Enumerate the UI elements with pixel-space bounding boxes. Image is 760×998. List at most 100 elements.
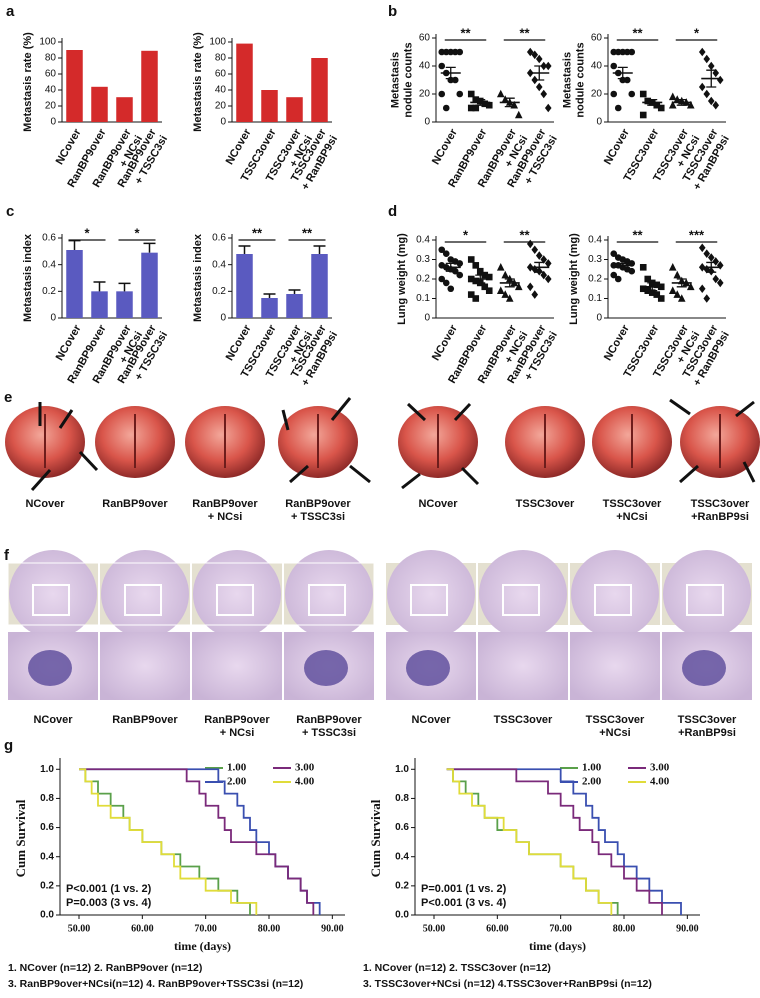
histology-label: RanBP9over + TSSC3si (296, 714, 362, 739)
error-bar (93, 281, 106, 292)
bar (261, 298, 278, 318)
legend-label: 3.00 (295, 762, 315, 774)
significance-label: * (84, 225, 90, 240)
histology-field (285, 550, 373, 638)
y-tick-label: 40 (591, 61, 603, 72)
panel-label: e (4, 389, 12, 406)
arrow (30, 468, 52, 492)
zoom-box (502, 584, 540, 616)
survival-curve (446, 768, 663, 915)
significance-label: ** (302, 225, 313, 240)
y-tick-label: 0.3 (416, 254, 430, 265)
legend-label: 1.00 (582, 762, 602, 774)
dot (639, 285, 647, 293)
footnote: 3. TSSC3over+NCsi (n=12) 4.TSSC3over+Ran… (363, 978, 652, 990)
error-bar (647, 98, 658, 106)
y-tick-label: 0.4 (42, 259, 56, 270)
dot (610, 62, 618, 70)
dot (698, 47, 706, 57)
dot (703, 89, 711, 99)
y-tick-label: 0.8 (395, 793, 409, 804)
x-tick-label: 50.00 (68, 923, 91, 934)
error-bar (617, 66, 628, 80)
dot (467, 104, 475, 112)
y-tick-label: 60 (45, 69, 57, 80)
photo-label: RanBP9over + NCsi (192, 498, 258, 523)
y-tick-label: 60 (591, 33, 603, 44)
y-tick-label: 20 (45, 101, 57, 112)
dot (716, 278, 724, 288)
dot (544, 61, 552, 71)
y-axis-label: Metastasis index (22, 233, 34, 322)
dot (540, 255, 548, 264)
dot (610, 90, 618, 98)
y-tick-label: 0.6 (395, 822, 409, 833)
dot (707, 96, 715, 106)
dot (531, 50, 539, 60)
histology-field (193, 550, 281, 638)
dot (481, 100, 489, 108)
x-tick-label: NCover (602, 322, 632, 363)
y-axis-label: Metastasis index (192, 233, 204, 322)
y-tick-label: 0.2 (40, 880, 54, 891)
arrow (669, 398, 691, 416)
dot (485, 287, 493, 294)
dot (531, 264, 539, 274)
arrow (78, 450, 99, 472)
dot (703, 264, 711, 274)
tumor-nodule (682, 650, 726, 686)
arrow (281, 409, 290, 431)
x-tick-label: 60.00 (486, 923, 509, 934)
x-tick-label: 80.00 (613, 923, 636, 934)
x-tick-label: 50.00 (423, 923, 446, 934)
dot (540, 89, 548, 99)
dot (496, 286, 505, 294)
histology-field (387, 550, 475, 638)
histology-label: RanBP9over (112, 714, 178, 726)
y-tick-label: 0.6 (212, 233, 226, 244)
panel-label: a (6, 3, 15, 20)
histology-field (479, 550, 567, 638)
x-axis-label: time (days) (174, 939, 231, 953)
dot (526, 239, 534, 249)
histology-label: RanBP9over + NCsi (204, 714, 270, 739)
arrow (58, 409, 74, 429)
error-bar (534, 65, 545, 81)
tumor-nodule (28, 650, 72, 686)
y-axis-label: Lung weight (mg) (396, 233, 408, 325)
histology-high (478, 632, 568, 700)
y-tick-label: 80 (215, 53, 227, 64)
significance-label: * (463, 227, 469, 242)
error-bar (647, 282, 658, 292)
y-tick-label: 0 (220, 313, 226, 324)
arrow (330, 397, 352, 421)
y-tick-label: 60 (215, 69, 227, 80)
significance-label: ** (252, 225, 263, 240)
bar (236, 43, 253, 122)
dot (472, 277, 480, 285)
arrow (349, 464, 371, 484)
dot (614, 104, 622, 112)
annotation: P<0.001 (3 vs. 4) (421, 897, 507, 909)
zoom-box (124, 584, 162, 616)
y-tick-label: 0 (220, 117, 226, 128)
error-bar (445, 262, 456, 272)
error-bar (313, 245, 326, 254)
legend-label: 4.00 (295, 776, 315, 788)
x-tick-label: NCover (602, 126, 632, 167)
y-tick-label: 20 (419, 89, 431, 100)
legend-label: 4.00 (650, 776, 670, 788)
dot (628, 48, 636, 56)
zoom-box (686, 584, 724, 616)
y-axis-label: Metastasisnodule counts (389, 42, 414, 117)
dot (467, 291, 475, 298)
zoom-box (410, 584, 448, 616)
error-bar (445, 66, 456, 80)
photo-label: NCover (25, 498, 65, 510)
y-tick-label: 0.2 (416, 274, 430, 285)
dot (703, 54, 711, 64)
panel-label: f (4, 547, 10, 564)
arrow (453, 402, 472, 422)
significance-label: ** (632, 227, 643, 242)
photo-label: RanBP9over (102, 498, 168, 510)
